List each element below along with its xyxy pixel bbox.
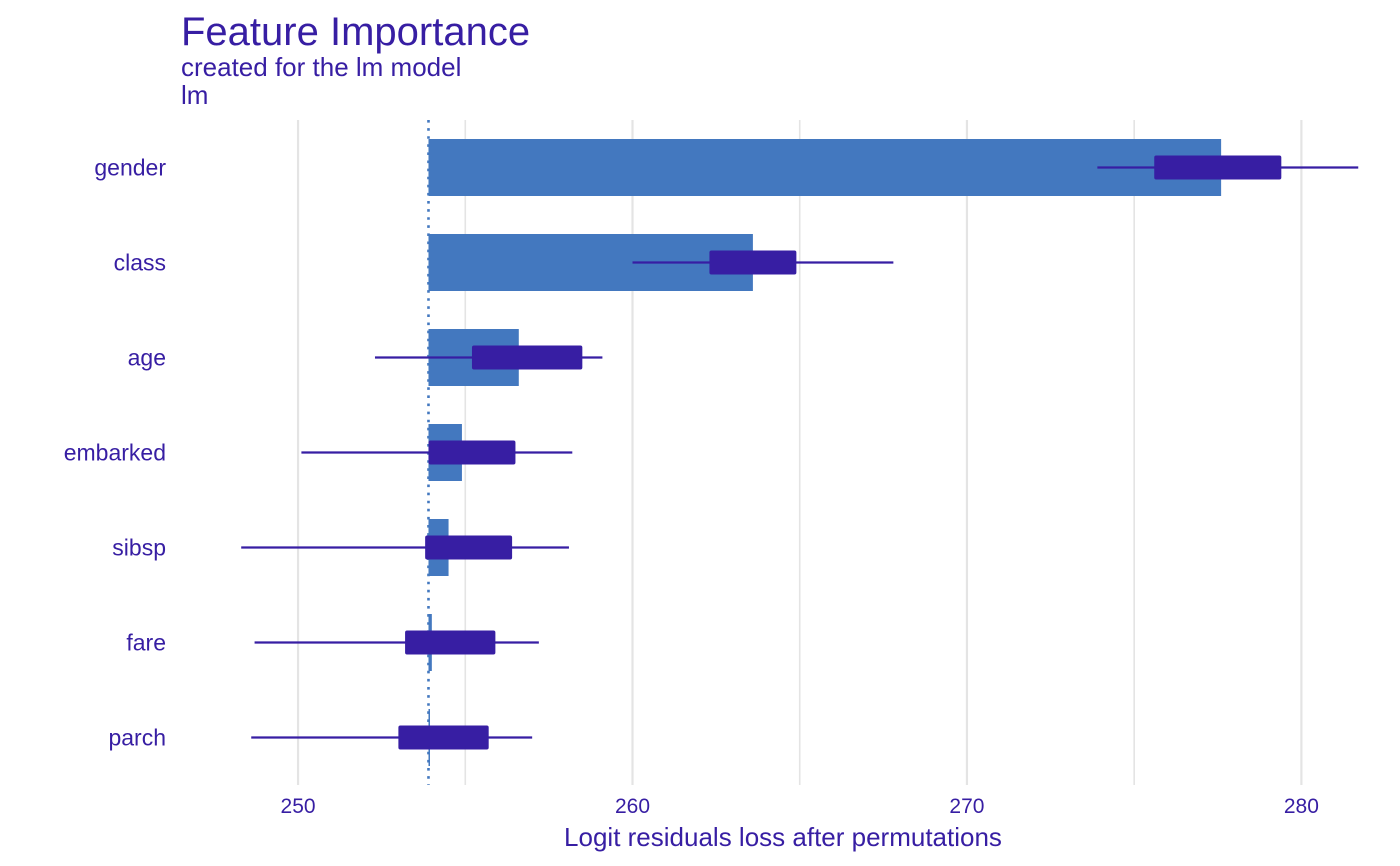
y-tick-label: gender: [94, 155, 166, 181]
x-tick-label: 280: [1284, 795, 1319, 818]
x-tick-label: 260: [615, 795, 650, 818]
bar-gender: [428, 139, 1222, 196]
panel-label: lm: [181, 80, 209, 110]
y-tick-label: fare: [126, 630, 166, 656]
y-tick-label: class: [114, 250, 166, 276]
box: [709, 250, 797, 275]
boxplot-gender: [1097, 155, 1359, 180]
y-tick-label: sibsp: [112, 535, 166, 561]
y-tick-label: age: [128, 345, 166, 371]
x-tick-label: 270: [949, 795, 984, 818]
boxplot-parch: [251, 725, 533, 750]
box: [471, 345, 583, 370]
box: [1154, 155, 1282, 180]
boxplot-class: [632, 250, 894, 275]
y-tick-label: parch: [108, 725, 166, 751]
boxplot-age: [374, 345, 603, 370]
x-axis-labels: 250 260 270 280: [281, 795, 1319, 818]
x-axis-title: Logit residuals loss after permutations: [564, 822, 1002, 852]
boxplots: [241, 155, 1359, 750]
chart-subtitle: created for the lm model: [181, 52, 462, 82]
box: [425, 535, 513, 560]
boxplot-embarked: [301, 440, 573, 465]
x-tick-label: 250: [281, 795, 316, 818]
box: [405, 630, 496, 655]
grid-lines: [296, 120, 1303, 785]
y-axis-labels: gender class age embarked sibsp fare parch: [64, 155, 167, 751]
y-tick-label: embarked: [64, 440, 166, 466]
box: [398, 725, 489, 750]
boxplot-sibsp: [241, 535, 569, 560]
box: [428, 440, 516, 465]
chart-title: Feature Importance: [181, 10, 531, 54]
boxplot-fare: [254, 630, 539, 655]
